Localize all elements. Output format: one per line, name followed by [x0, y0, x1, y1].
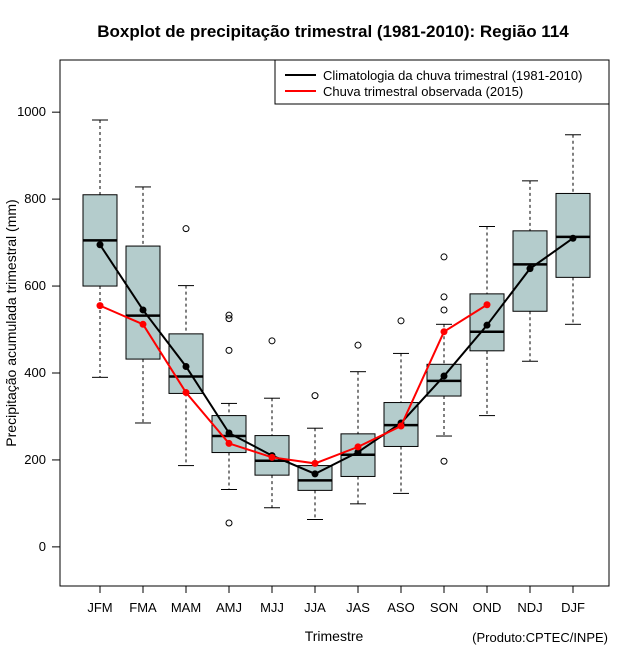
outlier-point: [225, 315, 233, 323]
outlier-point: [268, 337, 276, 345]
series-point-observed: [483, 301, 491, 309]
box-jja: [297, 392, 333, 520]
outlier-point: [440, 306, 448, 314]
series-line-observed: [99, 303, 488, 465]
series-point-observed: [225, 439, 233, 447]
outlier-point: [440, 293, 448, 301]
outlier-point: [225, 346, 233, 354]
series-line-climatology: [99, 237, 574, 475]
box-jfm: [82, 119, 118, 378]
outlier-point: [225, 311, 233, 319]
outlier-point: [354, 341, 362, 349]
series-point-observed: [268, 453, 276, 461]
outlier-point: [440, 457, 448, 465]
x-tick-label-son: SON: [430, 600, 458, 615]
box-mam: [168, 225, 204, 467]
outlier-point: [397, 317, 405, 325]
box-aso: [383, 317, 419, 494]
series-point-observed: [182, 389, 190, 397]
x-tick-label-djf: DJF: [561, 600, 585, 615]
box-iqr: [125, 245, 161, 360]
series-point-climatology: [225, 429, 233, 437]
y-tick-label: 800: [24, 191, 46, 206]
y-tick-label: 600: [24, 278, 46, 293]
box-ond: [469, 225, 505, 417]
y-tick-label: 200: [24, 452, 46, 467]
x-tick-label-mam: MAM: [171, 600, 201, 615]
series-point-climatology: [569, 234, 577, 242]
box-son: [426, 253, 462, 465]
series-point-observed: [96, 302, 104, 310]
x-tick-label-jfm: JFM: [87, 600, 112, 615]
series-point-climatology: [483, 321, 491, 329]
box-fma: [125, 186, 161, 424]
legend-box: [274, 59, 610, 105]
series-point-climatology: [440, 372, 448, 380]
series-point-climatology: [182, 362, 190, 370]
x-tick-label-amj: AMJ: [216, 600, 242, 615]
x-axis-label: Trimestre: [305, 628, 364, 644]
box-amj: [211, 311, 247, 527]
box-jas: [340, 341, 376, 505]
credit-text: (Produto:CPTEC/INPE): [472, 630, 608, 645]
series-point-observed: [397, 422, 405, 430]
box-djf: [555, 134, 591, 325]
series-point-observed: [440, 328, 448, 336]
outlier-point: [311, 392, 319, 400]
boxes: [82, 119, 591, 527]
x-tick-label-jja: JJA: [304, 600, 326, 615]
legend-label-climatology: Climatologia da chuva trimestral (1981-2…: [323, 68, 582, 83]
series-point-climatology: [354, 448, 362, 456]
x-tick-label-aso: ASO: [387, 600, 414, 615]
series-lines: [96, 234, 577, 478]
box-iqr: [297, 465, 333, 491]
outlier-point: [225, 519, 233, 527]
chart-title: Boxplot de precipitação trimestral (1981…: [97, 22, 569, 41]
series-point-climatology: [526, 265, 534, 273]
x-axis: JFM FMA MAM AMJ MJJ JJA JAS ASO SON OND NDJ DJF: [87, 585, 585, 615]
y-tick-label: 1000: [17, 104, 46, 119]
series-point-climatology: [139, 306, 147, 314]
y-tick-label: 0: [39, 539, 46, 554]
y-axis-label: Precipitação acumulada trimestral (mm): [3, 199, 19, 446]
outlier-point: [182, 225, 190, 233]
legend-label-observed: Chuva trimestral observada (2015): [323, 84, 523, 99]
legend: Climatologia da chuva trimestral (1981-2…: [274, 59, 610, 105]
x-tick-label-ndj: NDJ: [517, 600, 542, 615]
series-point-observed: [311, 459, 319, 467]
y-axis: 0 200 400 600 800 1000: [17, 104, 61, 554]
x-tick-label-ond: OND: [473, 600, 502, 615]
series-point-observed: [354, 443, 362, 451]
series-point-observed: [139, 320, 147, 328]
box-mjj: [254, 337, 290, 509]
x-tick-label-mjj: MJJ: [260, 600, 284, 615]
outlier-point: [440, 253, 448, 261]
series-point-climatology: [96, 241, 104, 249]
series-point-climatology: [311, 470, 319, 478]
y-tick-label: 400: [24, 365, 46, 380]
x-tick-label-jas: JAS: [346, 600, 370, 615]
x-tick-label-fma: FMA: [129, 600, 157, 615]
